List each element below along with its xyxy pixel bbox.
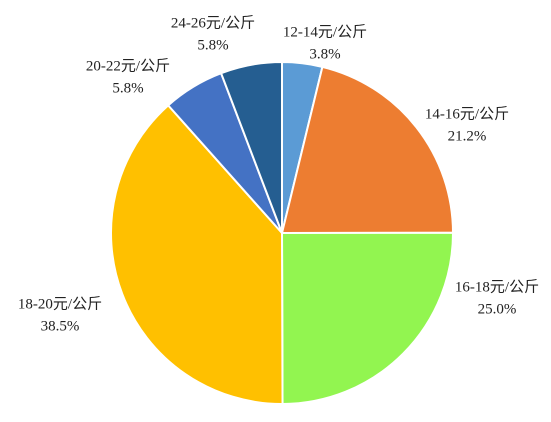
value-label: 3.8%	[309, 46, 340, 62]
value-label: 21.2%	[448, 128, 487, 144]
value-label: 25.0%	[478, 301, 517, 317]
pie-slice	[219, 60, 283, 234]
slice-label: 16-18元/公斤	[455, 278, 539, 295]
slice-label: 20-22元/公斤	[86, 57, 170, 74]
value-label: 5.8%	[197, 37, 228, 53]
pie-slice	[280, 65, 455, 235]
slice-label: 18-20元/公斤	[18, 295, 102, 312]
slice-label: 14-16元/公斤	[425, 105, 509, 122]
slice-label: 12-14元/公斤	[283, 23, 367, 40]
pie-slice	[280, 231, 455, 406]
value-label: 5.8%	[112, 80, 143, 96]
pie-slice	[110, 103, 284, 405]
slice-label: 24-26元/公斤	[171, 14, 255, 31]
value-label: 38.5%	[41, 318, 80, 334]
